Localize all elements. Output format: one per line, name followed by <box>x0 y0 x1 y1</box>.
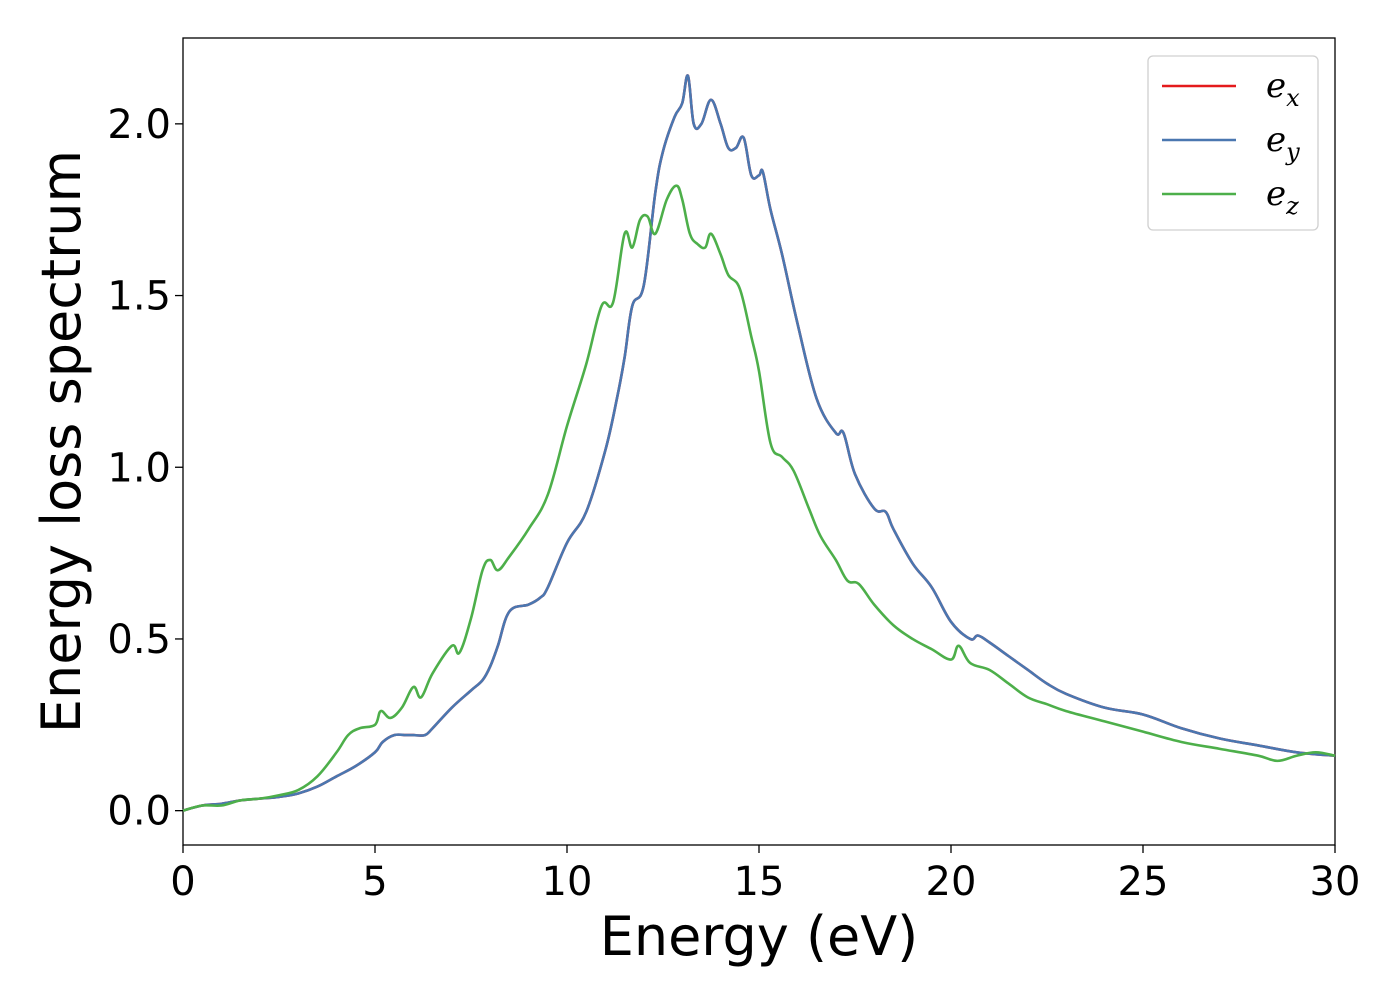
legend-frame <box>1147 55 1319 231</box>
x-tick-label: 20 <box>926 859 977 905</box>
x-tick-label: 5 <box>362 859 387 905</box>
legend-label-z: ez <box>1266 174 1299 220</box>
x-tick-label: 30 <box>1310 859 1361 905</box>
y-tick-label: 0.5 <box>107 617 171 663</box>
legend-label-y: ey <box>1266 120 1300 166</box>
plot-area: 0 5 10 15 20 25 30 0.0 0.5 1.0 1.5 2.0 <box>107 37 1360 905</box>
y-axis: 0.0 0.5 1.0 1.5 2.0 <box>107 102 183 835</box>
x-axis: 0 5 10 15 20 25 30 <box>170 845 1360 905</box>
series-group <box>182 74 1336 812</box>
x-axis-title: Energy (eV) <box>600 905 919 968</box>
y-tick-label: 1.5 <box>107 274 171 320</box>
series-line-z <box>182 184 1336 812</box>
x-tick-label: 25 <box>1118 859 1169 905</box>
y-axis-title: Energy loss spectrum <box>30 150 93 733</box>
x-tick-label: 15 <box>734 859 785 905</box>
y-tick-label: 2.0 <box>107 102 171 148</box>
legend-label-x: ex <box>1266 66 1300 112</box>
legend: ex ey ez <box>1147 55 1319 231</box>
x-tick-label: 0 <box>170 859 195 905</box>
y-tick-label: 1.0 <box>107 445 171 491</box>
series-line-y <box>182 74 1336 812</box>
x-tick-label: 10 <box>542 859 593 905</box>
y-tick-label: 0.0 <box>107 789 171 835</box>
